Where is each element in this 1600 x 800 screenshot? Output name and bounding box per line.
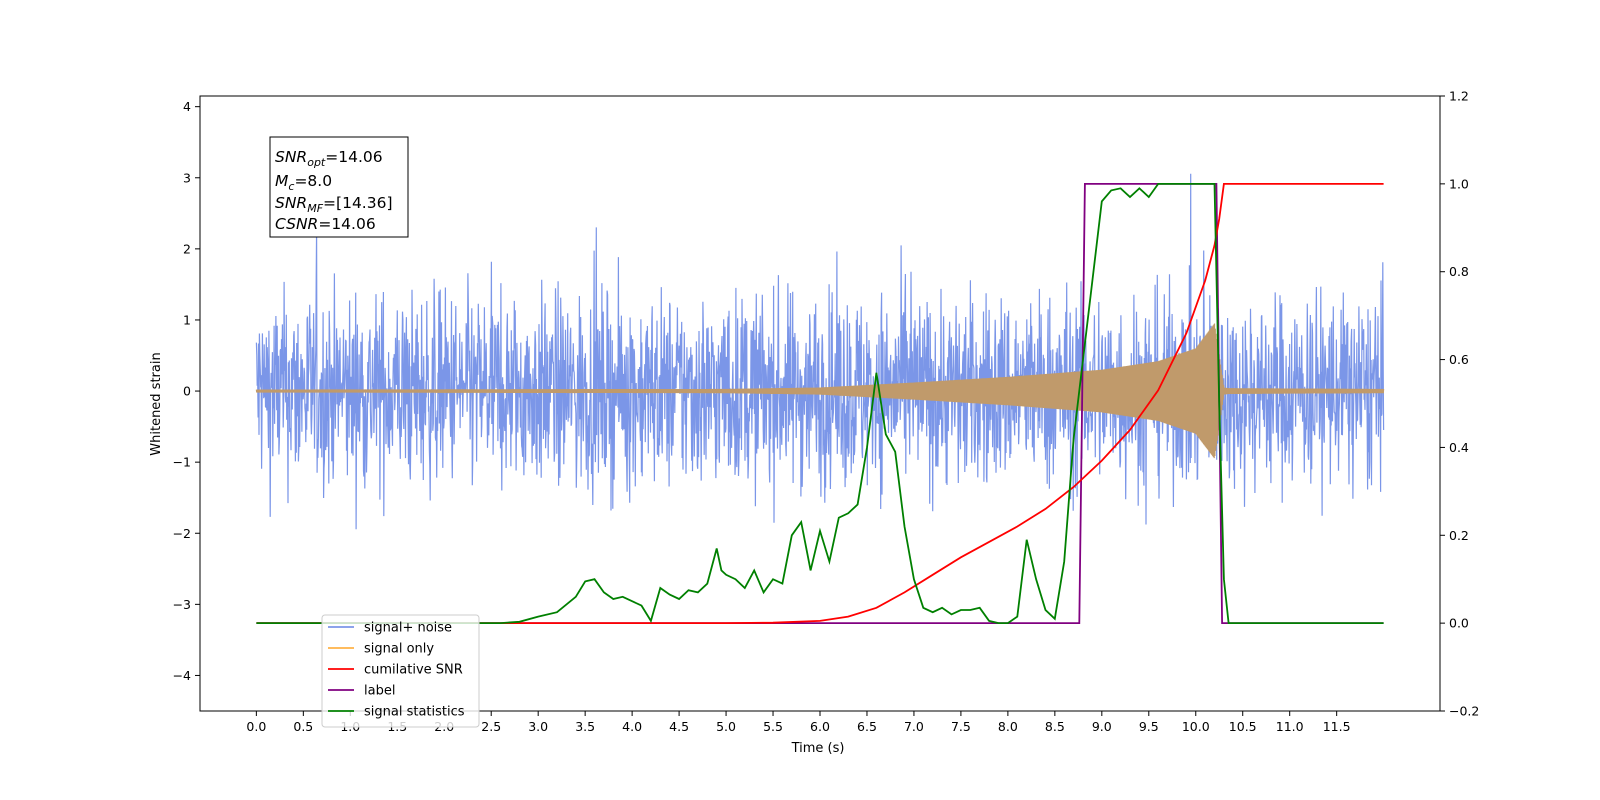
legend-label-cumilative-snr: cumilative SNR [364,663,463,678]
line-series-group [256,182,1384,624]
annotation-csnr: CSNR=14.06 [275,215,376,233]
y-left-tick-label: −1 [173,455,191,470]
x-tick-label: 10.0 [1182,719,1210,734]
legend-label-signal-noise: signal+ noise [364,621,452,636]
y-right-tick-label: −0.2 [1449,704,1479,719]
y-right-tick-label: 0.4 [1449,440,1469,455]
y-left-tick-label: −4 [173,668,191,683]
y-right-tick-label: 0.2 [1449,528,1469,543]
x-tick-label: 11.0 [1276,719,1304,734]
x-tick-label: 5.5 [763,719,783,734]
legend-label-signal-only: signal only [364,642,434,657]
y-left-tick-label: 4 [183,99,191,114]
signal-only-series-group [255,323,1385,459]
x-tick-label: 7.0 [904,719,924,734]
x-tick-label: 4.0 [622,719,642,734]
x-tick-label: 3.0 [528,719,548,734]
x-tick-label: 6.0 [810,719,830,734]
series-signal-statistics [256,182,1384,624]
y-right-tick-label: 1.0 [1449,176,1469,191]
x-tick-label: 11.5 [1323,719,1351,734]
y-left-tick-label: −3 [173,597,191,612]
y-left-tick-label: 2 [183,241,191,256]
x-tick-label: 2.5 [481,719,501,734]
y-axis-right: 1.2 1.0 0.8 0.6 0.4 0.2 0.0 −0.2 [1440,89,1479,719]
legend-label-label: label [364,684,395,699]
annotation-box: SNRopt=14.06 Mc=8.0 SNRMF=[14.36] CSNR=1… [269,136,409,238]
y-right-tick-label: 0.8 [1449,264,1469,279]
y-left-tick-label: 3 [183,170,191,185]
x-tick-label: 9.0 [1092,719,1112,734]
x-tick-label: 7.5 [951,719,971,734]
y-left-tick-label: −2 [173,526,191,541]
y-right-tick-label: 0.0 [1449,616,1469,631]
x-tick-label: 5.0 [716,719,736,734]
y-left-tick-label: 1 [183,312,191,327]
series-cumilative-snr [256,182,1384,624]
annotation-snr-mf: SNRMF=[14.36] [275,194,393,215]
x-tick-label: 8.0 [998,719,1018,734]
y-right-tick-label: 0.6 [1449,352,1469,367]
annotation-mc: Mc=8.0 [275,172,332,193]
y-left-tick-label: 0 [183,384,191,399]
y-axis-left: 4 3 2 1 0 −1 −2 −3 −4 [173,99,200,683]
legend-box [321,614,480,728]
y-right-tick-label: 1.2 [1449,89,1469,104]
x-tick-label: 9.5 [1139,719,1159,734]
x-tick-label: 4.5 [669,719,689,734]
x-tick-label: 6.5 [857,719,877,734]
x-tick-label: 3.5 [575,719,595,734]
y-axis-label: Whitened strain [149,352,164,455]
legend: signal+ noise signal only cumilative SNR la… [321,614,480,728]
annotation-snr-opt: SNRopt=14.06 [275,148,383,169]
series-signal-only [255,323,1385,459]
legend-label-signal-statistics: signal statistics [364,705,465,720]
x-tick-label: 10.5 [1229,719,1257,734]
x-axis-label: Time (s) [791,741,845,756]
x-tick-label: 0.0 [246,719,266,734]
x-tick-label: 0.5 [293,719,313,734]
x-tick-label: 8.5 [1045,719,1065,734]
